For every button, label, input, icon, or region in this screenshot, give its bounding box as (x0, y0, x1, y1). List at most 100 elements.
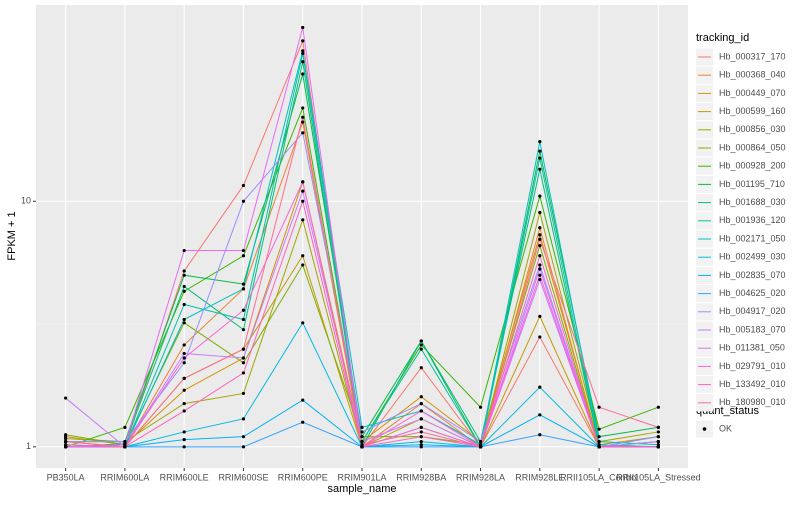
data-point (538, 433, 542, 437)
data-point (182, 289, 186, 293)
data-point (241, 445, 246, 449)
data-point (538, 226, 542, 230)
data-point (360, 443, 364, 447)
data-point (419, 435, 423, 439)
data-point (538, 194, 542, 198)
legend-label: Hb_180980_010 (719, 397, 786, 407)
legend-title: tracking_id (696, 32, 749, 44)
data-point (241, 282, 246, 286)
data-point (182, 302, 186, 307)
data-point (241, 308, 246, 312)
data-point (538, 254, 542, 258)
data-point (538, 149, 542, 153)
data-point (656, 435, 660, 439)
x-axis-title: sample_name (327, 483, 396, 495)
x-tick-label: RRIM600SE (218, 472, 268, 482)
legend-label: OK (719, 423, 732, 433)
data-point (419, 343, 423, 347)
legend-label: Hb_000864_050 (719, 142, 786, 152)
data-point (597, 440, 601, 444)
data-point (419, 347, 423, 351)
x-tick-label: RRIM600PE (278, 472, 328, 482)
data-point (301, 398, 305, 402)
data-point (64, 396, 68, 400)
data-point (419, 425, 423, 429)
data-point (538, 167, 542, 171)
data-point (419, 401, 423, 406)
legend-label: Hb_004917_020 (719, 306, 786, 316)
data-point (301, 189, 305, 193)
data-point (182, 445, 186, 449)
data-point (419, 445, 423, 449)
data-point (241, 199, 246, 203)
data-point (241, 347, 246, 351)
data-point (597, 435, 601, 439)
data-point (182, 317, 186, 322)
data-point (301, 254, 305, 258)
data-point (301, 131, 305, 135)
y-tick-label: 1 (26, 441, 31, 451)
data-point (241, 248, 246, 253)
data-point (241, 287, 246, 291)
data-point (419, 366, 423, 370)
data-point (241, 435, 246, 439)
data-point (301, 218, 305, 222)
data-point (301, 420, 305, 424)
data-point (538, 273, 542, 277)
data-point (538, 267, 542, 271)
legend-label: Hb_029791_010 (719, 361, 786, 371)
data-point (656, 430, 660, 434)
legend-label: Hb_004625_020 (719, 288, 786, 298)
data-point (182, 356, 186, 360)
data-point (597, 445, 601, 449)
data-point (64, 440, 68, 444)
data-point (597, 405, 601, 409)
data-point (301, 51, 305, 56)
data-point (538, 210, 542, 215)
data-point (301, 106, 305, 110)
x-tick-label: RRIM600LE (160, 472, 209, 482)
legend-label: Hb_001936_120 (719, 215, 786, 225)
data-point (241, 356, 246, 360)
legend-label: Hb_000449_070 (719, 88, 786, 98)
data-point (301, 115, 305, 119)
data-point (182, 388, 186, 392)
legend-label: Hb_133492_010 (719, 379, 786, 389)
data-point (301, 25, 305, 30)
legend-label: Hb_000599_160 (719, 106, 786, 116)
legend-label: Hb_002171_050 (719, 233, 786, 243)
legend-label: Hb_000856_030 (719, 124, 786, 134)
data-point (64, 433, 68, 437)
data-point (182, 430, 186, 434)
data-point (538, 413, 542, 417)
data-point (123, 425, 127, 429)
legend-label: Hb_002499_030 (719, 252, 786, 262)
data-point (301, 321, 305, 325)
data-point (419, 339, 423, 343)
data-point (301, 199, 305, 203)
data-point (241, 317, 246, 322)
data-point (419, 440, 423, 444)
data-point (419, 409, 423, 413)
data-point (182, 409, 186, 413)
legend-label: Hb_001688_030 (719, 197, 786, 207)
data-point (538, 233, 542, 237)
y-axis-title: FPKM + 1 (6, 211, 18, 260)
x-tick-label: RRIM600LA (100, 472, 149, 482)
data-point (656, 445, 660, 449)
data-point (182, 376, 186, 380)
data-point (182, 248, 186, 253)
data-point (419, 430, 423, 434)
data-point (241, 361, 246, 365)
legend-label: Hb_000317_170 (719, 51, 786, 61)
data-point (182, 361, 186, 365)
data-point (241, 254, 246, 258)
legend-label: Hb_000928_200 (719, 161, 786, 171)
data-point (360, 435, 364, 439)
data-point (241, 391, 246, 396)
data-point (182, 273, 186, 277)
data-point (182, 321, 186, 325)
data-point (538, 335, 542, 339)
data-point (301, 72, 305, 76)
